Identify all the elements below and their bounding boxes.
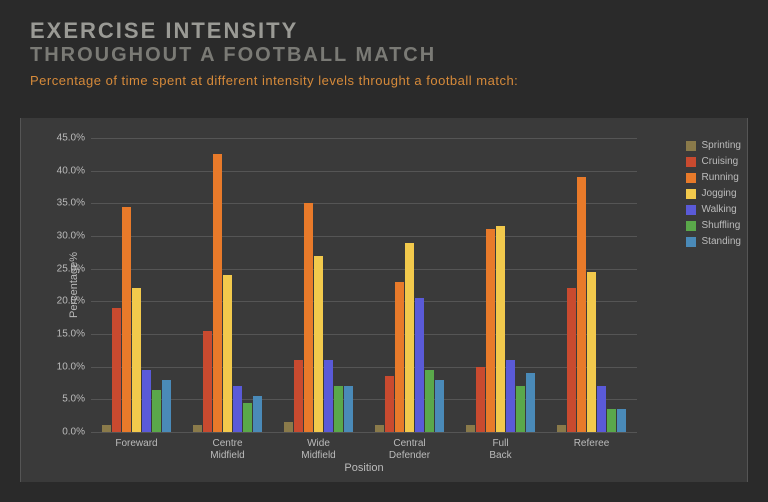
bar: [526, 373, 535, 432]
category-label: CentreMidfield: [182, 432, 273, 462]
bar: [425, 370, 434, 432]
bar: [577, 177, 586, 432]
legend-swatch: [686, 237, 696, 247]
category-label: FullBack: [455, 432, 546, 462]
bar: [516, 386, 525, 432]
y-tick-label: 35.0%: [57, 198, 91, 209]
bar: [223, 275, 232, 432]
legend-swatch: [686, 221, 696, 231]
legend: Sprinting Cruising Running Jogging Walking Sh…: [686, 140, 741, 247]
legend-item: Jogging: [686, 188, 741, 199]
bar: [162, 380, 171, 432]
y-tick-label: 30.0%: [57, 231, 91, 242]
bar: [395, 282, 404, 432]
bar: [486, 229, 495, 432]
y-tick-label: 5.0%: [62, 394, 91, 405]
bar: [122, 207, 131, 432]
legend-label: Running: [702, 172, 739, 183]
legend-swatch: [686, 189, 696, 199]
legend-item: Cruising: [686, 156, 741, 167]
y-tick-label: 15.0%: [57, 329, 91, 340]
bar: [405, 243, 414, 432]
title-line1: EXERCISE INTENSITY: [30, 18, 738, 44]
y-tick-label: 25.0%: [57, 263, 91, 274]
legend-item: Running: [686, 172, 741, 183]
category-label: CentralDefender: [364, 432, 455, 462]
bar: [142, 370, 151, 432]
title-line2: THROUGHOUT A FOOTBALL MATCH: [30, 44, 738, 67]
legend-label: Cruising: [702, 156, 739, 167]
bar-group: CentralDefender: [364, 138, 455, 432]
bar: [253, 396, 262, 432]
bar: [587, 272, 596, 432]
y-tick-label: 40.0%: [57, 165, 91, 176]
y-tick-label: 20.0%: [57, 296, 91, 307]
bar: [324, 360, 333, 432]
legend-label: Walking: [702, 204, 737, 215]
legend-label: Standing: [702, 236, 741, 247]
category-label: WideMidfield: [273, 432, 364, 462]
bar: [385, 376, 394, 432]
legend-label: Shuffling: [702, 220, 741, 231]
bar: [112, 308, 121, 432]
header: EXERCISE INTENSITY THROUGHOUT A FOOTBALL…: [0, 0, 768, 96]
legend-swatch: [686, 205, 696, 215]
legend-swatch: [686, 157, 696, 167]
bar: [597, 386, 606, 432]
bar: [334, 386, 343, 432]
legend-item: Walking: [686, 204, 741, 215]
legend-item: Shuffling: [686, 220, 741, 231]
bar: [314, 256, 323, 432]
legend-item: Standing: [686, 236, 741, 247]
bar: [132, 288, 141, 432]
bar: [496, 226, 505, 432]
bar-group: Referee: [546, 138, 637, 432]
bar: [213, 154, 222, 432]
category-label: Referee: [546, 432, 637, 450]
y-axis-label: Percentage%: [68, 252, 80, 318]
bar: [415, 298, 424, 432]
bar: [294, 360, 303, 432]
plot-area: Percentage% Position ForewardCentreMidfi…: [91, 138, 637, 432]
y-tick-label: 10.0%: [57, 361, 91, 372]
bar-groups: ForewardCentreMidfieldWideMidfieldCentra…: [91, 138, 637, 432]
bar: [243, 403, 252, 432]
bar-group: FullBack: [455, 138, 546, 432]
y-tick-label: 0.0%: [62, 427, 91, 438]
bar: [304, 203, 313, 432]
bar: [284, 422, 293, 432]
y-tick-label: 45.0%: [57, 133, 91, 144]
bar: [435, 380, 444, 432]
bar-group: CentreMidfield: [182, 138, 273, 432]
bar: [617, 409, 626, 432]
legend-label: Sprinting: [702, 140, 741, 151]
legend-swatch: [686, 173, 696, 183]
bar-group: WideMidfield: [273, 138, 364, 432]
subtitle: Percentage of time spent at different in…: [30, 73, 738, 88]
bar: [152, 390, 161, 432]
bar: [567, 288, 576, 432]
bar-group: Foreward: [91, 138, 182, 432]
category-label: Foreward: [91, 432, 182, 450]
bar: [233, 386, 242, 432]
legend-swatch: [686, 141, 696, 151]
bar: [344, 386, 353, 432]
legend-label: Jogging: [702, 188, 737, 199]
legend-item: Sprinting: [686, 140, 741, 151]
bar: [506, 360, 515, 432]
bar: [203, 331, 212, 432]
bar: [476, 367, 485, 432]
chart-container: Percentage% Position ForewardCentreMidfi…: [20, 118, 748, 482]
bar: [607, 409, 616, 432]
x-axis-label: Position: [91, 462, 637, 474]
